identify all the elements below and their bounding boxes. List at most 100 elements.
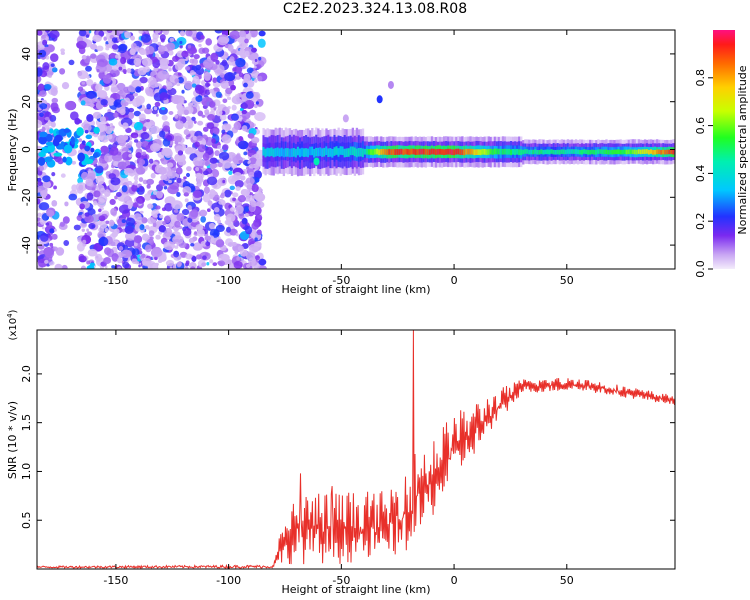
heatmap-cell: [394, 149, 397, 155]
heatmap-cell: [497, 148, 501, 155]
heatmap-cell: [256, 98, 264, 107]
heatmap-cell: [583, 149, 586, 154]
heatmap-cell: [177, 109, 183, 116]
x-tick-label: 0: [451, 574, 458, 587]
heatmap-cell: [117, 257, 123, 264]
heatmap-cell: [239, 48, 244, 52]
heatmap-cell: [81, 81, 86, 85]
heatmap-cell: [656, 149, 659, 155]
heatmap-cell: [169, 225, 173, 229]
heatmap-cell: [73, 224, 81, 231]
heatmap-cell: [288, 148, 292, 158]
heatmap-cell: [272, 148, 275, 158]
heatmap-cell: [169, 266, 173, 269]
heatmap-cell: [455, 148, 458, 155]
heatmap-cell: [247, 161, 250, 165]
heatmap-cell: [174, 135, 182, 143]
heatmap-cell: [78, 184, 84, 191]
heatmap-cell: [135, 86, 142, 93]
heatmap-cell: [251, 222, 260, 230]
heatmap-cell: [190, 266, 196, 269]
heatmap-cell: [388, 149, 391, 155]
heatmap-cell: [599, 149, 602, 154]
heatmap-cell: [81, 228, 85, 232]
heatmap-cell: [128, 112, 135, 119]
y-tick-label: 40: [20, 47, 33, 61]
heatmap-cell: [162, 221, 166, 226]
heatmap-cell: [637, 149, 641, 154]
heatmap-cell: [37, 145, 41, 150]
heatmap-cell: [254, 177, 260, 183]
heatmap-cell: [221, 134, 232, 144]
heatmap-cell: [225, 213, 236, 223]
heatmap-cell: [132, 202, 139, 208]
heatmap-cell: [110, 177, 121, 186]
heatmap-cell: [37, 98, 40, 102]
heatmap-cell: [45, 141, 53, 146]
heatmap-cell: [217, 177, 227, 186]
heatmap-cell: [140, 33, 152, 43]
heatmap-cell: [100, 145, 110, 155]
heatmap-cell: [235, 186, 241, 191]
heatmap-cell: [135, 141, 143, 149]
heatmap-cell: [121, 185, 128, 193]
heatmap-cell: [398, 149, 401, 155]
y-tick-label: 20: [20, 95, 33, 109]
heatmap-cell: [380, 149, 383, 155]
heatmap-cell: [231, 241, 237, 247]
heatmap-cell: [339, 146, 342, 155]
heatmap-cell: [222, 179, 226, 184]
heatmap-cell: [164, 202, 173, 212]
heatmap-cell: [270, 147, 273, 156]
heatmap-cell: [85, 134, 93, 140]
heatmap-cell: [48, 74, 52, 78]
heatmap-cell: [130, 35, 135, 41]
heatmap-cell: [209, 157, 218, 164]
heatmap-cell: [148, 158, 154, 164]
heatmap-cell: [159, 92, 169, 101]
heatmap-cell: [164, 215, 171, 224]
heatmap-cell: [176, 261, 182, 268]
heatmap-cell: [255, 101, 259, 105]
heatmap-cell: [593, 149, 596, 155]
heatmap-cell: [254, 237, 258, 242]
heatmap-cell: [93, 126, 100, 134]
heatmap-cell: [235, 153, 241, 160]
heatmap-cell: [447, 148, 450, 155]
heatmap-cell: [198, 160, 205, 167]
heatmap-cell: [402, 149, 405, 156]
heatmap-cell: [196, 182, 202, 187]
heatmap-cell: [153, 106, 158, 111]
heatmap-cell: [190, 243, 195, 247]
heatmap-cell: [225, 87, 233, 95]
heatmap-cell: [158, 166, 167, 175]
heatmap-cell: [85, 65, 92, 72]
heatmap-cell: [161, 114, 168, 121]
snr-y-ticks: 0.5 1.0 1.5 2.0: [20, 365, 675, 529]
heatmap-cell: [138, 113, 146, 121]
heatmap-cell: [227, 44, 234, 52]
heatmap-cell: [233, 171, 242, 181]
heatmap-cell: [37, 83, 45, 91]
heatmap-cell: [230, 84, 236, 91]
heatmap-cell: [258, 56, 262, 61]
heatmap-cell: [215, 91, 222, 98]
heatmap-cell: [193, 120, 197, 124]
heatmap-cell: [387, 80, 394, 89]
heatmap-cell: [244, 38, 249, 44]
heatmap-cell: [495, 148, 499, 155]
heatmap-cell: [619, 149, 622, 155]
heatmap-cell: [313, 157, 320, 166]
heatmap-cell: [631, 149, 635, 155]
heatmap-cell: [404, 148, 407, 155]
heatmap-cell: [95, 83, 103, 92]
heatmap-cell: [174, 245, 179, 249]
heatmap-cell: [218, 200, 224, 205]
heatmap-cell: [209, 88, 215, 94]
heatmap-cell: [639, 149, 643, 155]
heatmap-cell: [176, 191, 181, 198]
snr-frame: [36, 329, 676, 570]
heatmap-cell: [143, 107, 153, 115]
heatmap-cell: [59, 68, 66, 75]
heatmap-cell: [205, 146, 214, 156]
